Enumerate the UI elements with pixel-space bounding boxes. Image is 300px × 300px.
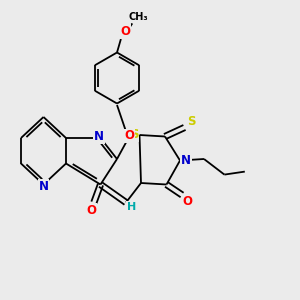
Text: CH₃: CH₃ (128, 12, 148, 22)
Text: O: O (86, 203, 97, 217)
Text: O: O (120, 25, 130, 38)
Text: S: S (130, 128, 138, 142)
Text: O: O (182, 195, 193, 208)
Text: N: N (38, 179, 49, 193)
Text: S: S (187, 115, 195, 128)
Text: O: O (124, 129, 134, 142)
Text: H: H (127, 202, 136, 212)
Text: N: N (94, 130, 104, 143)
Text: N: N (181, 154, 191, 167)
